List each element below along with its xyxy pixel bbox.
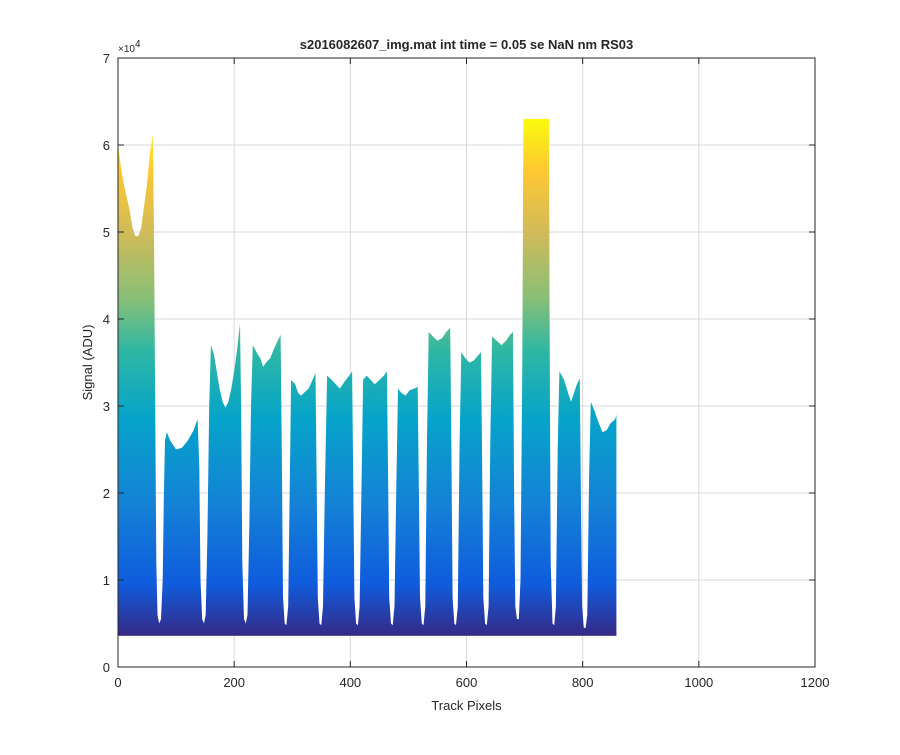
y-tick-label: 5 xyxy=(103,225,110,240)
y-tick-label: 1 xyxy=(103,573,110,588)
signal-area-group xyxy=(118,118,617,636)
x-axis-ticks: 0 200 400 600 800 1000 1200 xyxy=(114,58,829,690)
x-axis-label: Track Pixels xyxy=(431,698,502,713)
y-exponent-label: ×104 xyxy=(118,39,141,55)
y-axis-ticks: 0 1 2 3 4 5 6 7 xyxy=(103,51,815,675)
y-tick-label: 6 xyxy=(103,138,110,153)
chart-title: s2016082607_img.mat int time = 0.05 se N… xyxy=(300,37,634,52)
signal-area xyxy=(118,118,617,635)
x-tick-label: 400 xyxy=(339,675,361,690)
y-axis-label: Signal (ADU) xyxy=(80,325,95,401)
y-tick-label: 4 xyxy=(103,312,110,327)
x-tick-label: 800 xyxy=(572,675,594,690)
baseline-strip xyxy=(118,632,617,636)
x-tick-label: 1000 xyxy=(684,675,713,690)
x-tick-label: 1200 xyxy=(801,675,830,690)
y-tick-label: 0 xyxy=(103,660,110,675)
x-tick-label: 600 xyxy=(456,675,478,690)
x-tick-label: 200 xyxy=(223,675,245,690)
y-tick-label: 2 xyxy=(103,486,110,501)
y-tick-label: 7 xyxy=(103,51,110,66)
x-tick-label: 0 xyxy=(114,675,121,690)
y-tick-label: 3 xyxy=(103,399,110,414)
